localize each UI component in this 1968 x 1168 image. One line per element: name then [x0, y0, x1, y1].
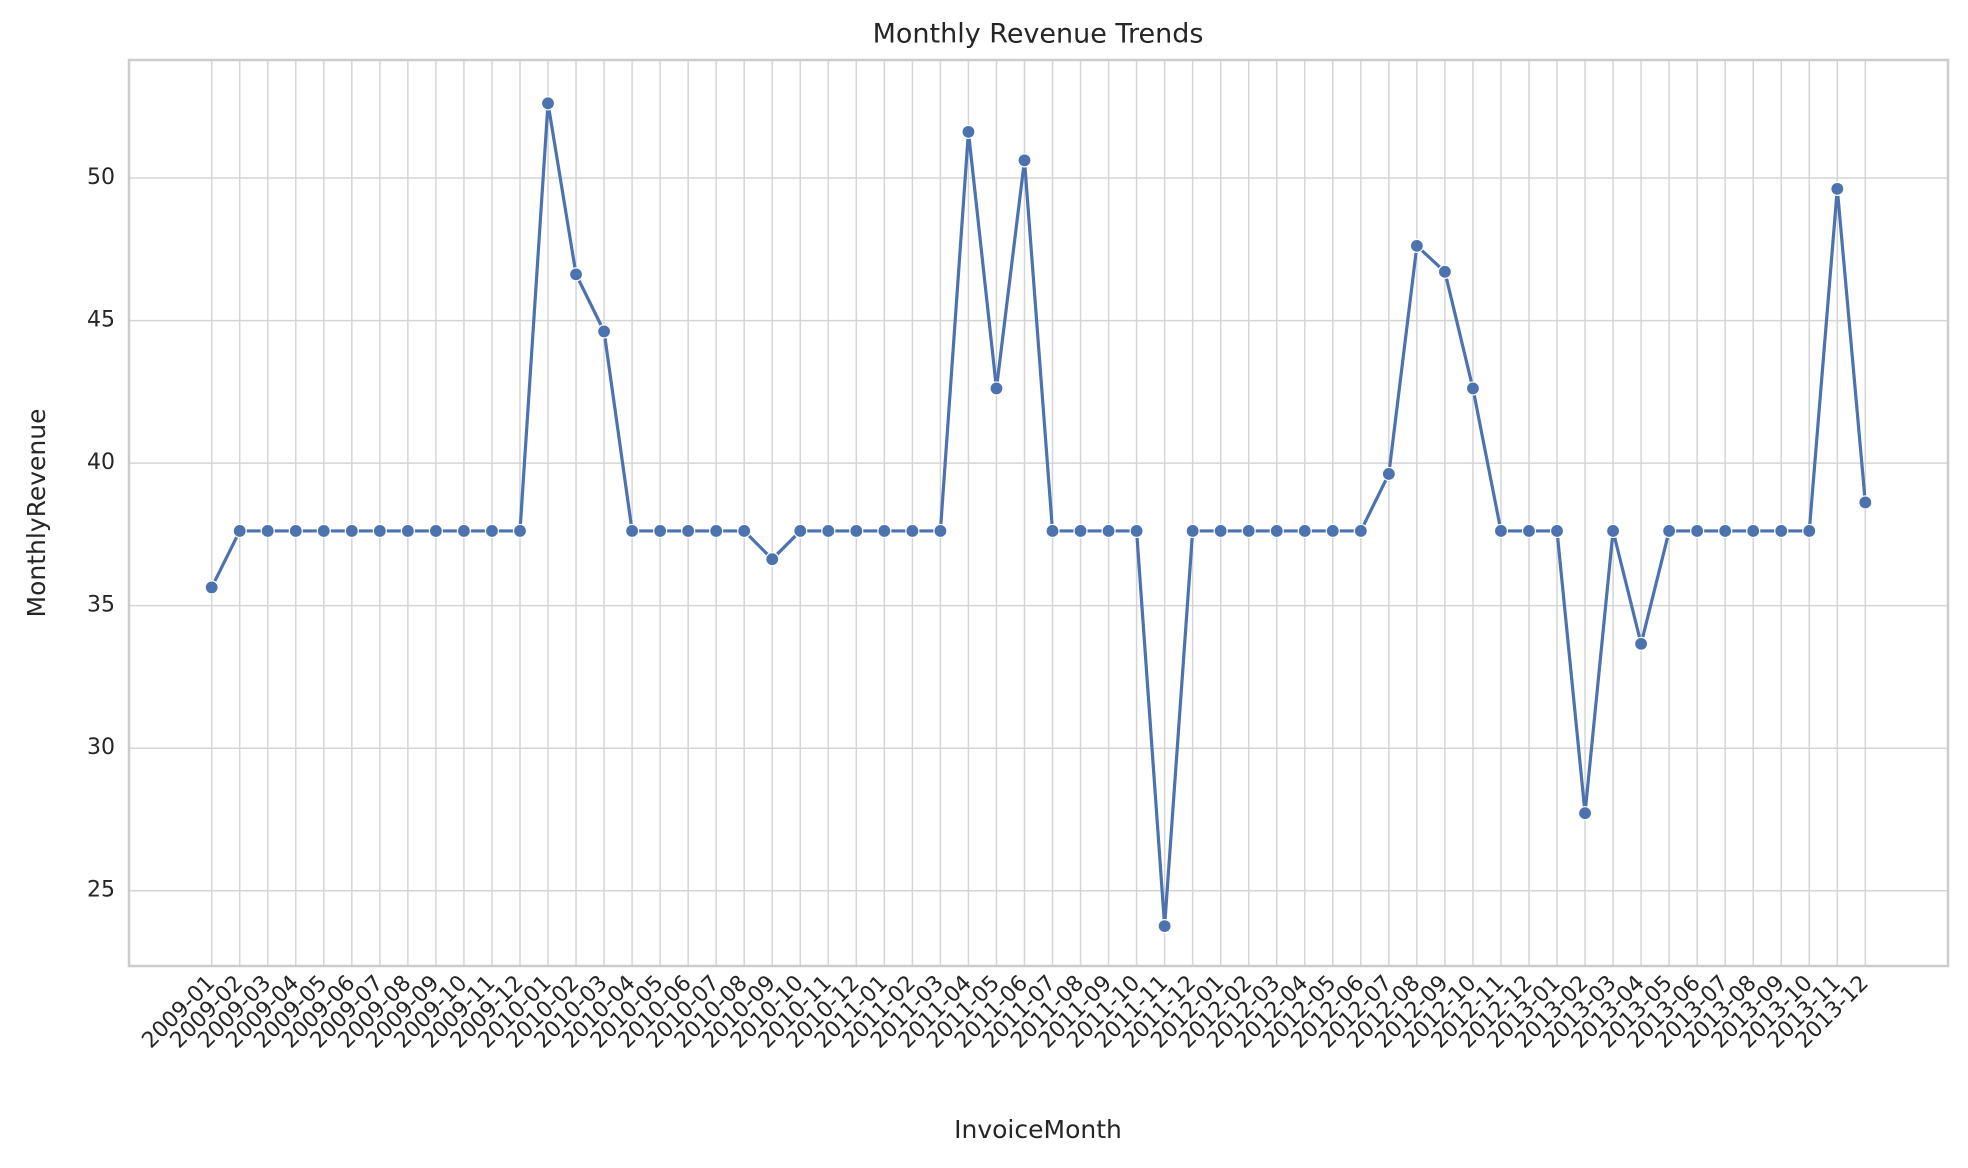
point: [709, 523, 724, 539]
point: [1353, 523, 1368, 539]
point: [905, 523, 920, 539]
y-tick-label: 45: [87, 308, 115, 333]
point: [653, 523, 668, 539]
point: [849, 523, 864, 539]
y-tick-label: 50: [87, 165, 115, 190]
point: [1577, 806, 1593, 821]
point: [1718, 523, 1733, 539]
point: [989, 381, 1004, 396]
point: [1297, 523, 1312, 539]
point: [1858, 495, 1873, 510]
point: [1129, 523, 1144, 539]
point: [1017, 153, 1032, 168]
point: [260, 523, 275, 539]
point: [1774, 523, 1789, 539]
point: [1830, 181, 1845, 196]
y-tick-label: 25: [87, 878, 115, 903]
point: [596, 324, 612, 339]
point: [1213, 523, 1228, 539]
point: [1662, 523, 1677, 539]
point: [1521, 523, 1537, 539]
plot-frame: [127, 58, 1950, 968]
point: [1325, 523, 1340, 539]
y-tick-label: 40: [87, 450, 115, 475]
point: [568, 267, 584, 282]
point: [1549, 523, 1565, 539]
point: [1746, 523, 1761, 539]
point: [400, 523, 415, 539]
point: [1802, 523, 1817, 539]
point: [1269, 523, 1284, 539]
point: [456, 523, 472, 539]
point: [540, 96, 556, 111]
point: [232, 523, 247, 539]
point: [1241, 523, 1256, 539]
y-tick-label: 35: [87, 593, 115, 618]
point: [877, 523, 892, 539]
point: [1381, 466, 1396, 482]
point: [1465, 381, 1481, 396]
point: [344, 523, 359, 539]
point: [1633, 636, 1649, 651]
chart-title: Monthly Revenue Trends: [873, 19, 1204, 50]
point: [1493, 523, 1509, 539]
point: [1101, 523, 1116, 539]
point: [624, 523, 640, 539]
point: [512, 523, 528, 539]
y-tick-label: 30: [87, 735, 115, 760]
point: [681, 523, 696, 539]
point: [1157, 918, 1172, 934]
point: [1185, 523, 1200, 539]
point: [933, 523, 948, 539]
line: [210, 103, 1867, 927]
point: [428, 523, 444, 539]
point: [737, 523, 752, 539]
point: [1690, 523, 1705, 539]
point: [961, 124, 976, 139]
point: [1605, 523, 1621, 539]
point: [821, 523, 836, 539]
y-axis-label: MonthlyRevenue: [22, 409, 51, 618]
point: [793, 523, 808, 539]
x-axis-label: InvoiceMonth: [954, 1115, 1122, 1144]
point: [204, 580, 219, 595]
point: [316, 523, 331, 539]
point: [372, 523, 387, 539]
point: [765, 552, 780, 567]
point: [288, 523, 303, 539]
point: [1437, 264, 1453, 279]
point: [1409, 238, 1424, 253]
point: [484, 523, 500, 539]
point: [1073, 523, 1088, 539]
point: [1045, 523, 1060, 539]
